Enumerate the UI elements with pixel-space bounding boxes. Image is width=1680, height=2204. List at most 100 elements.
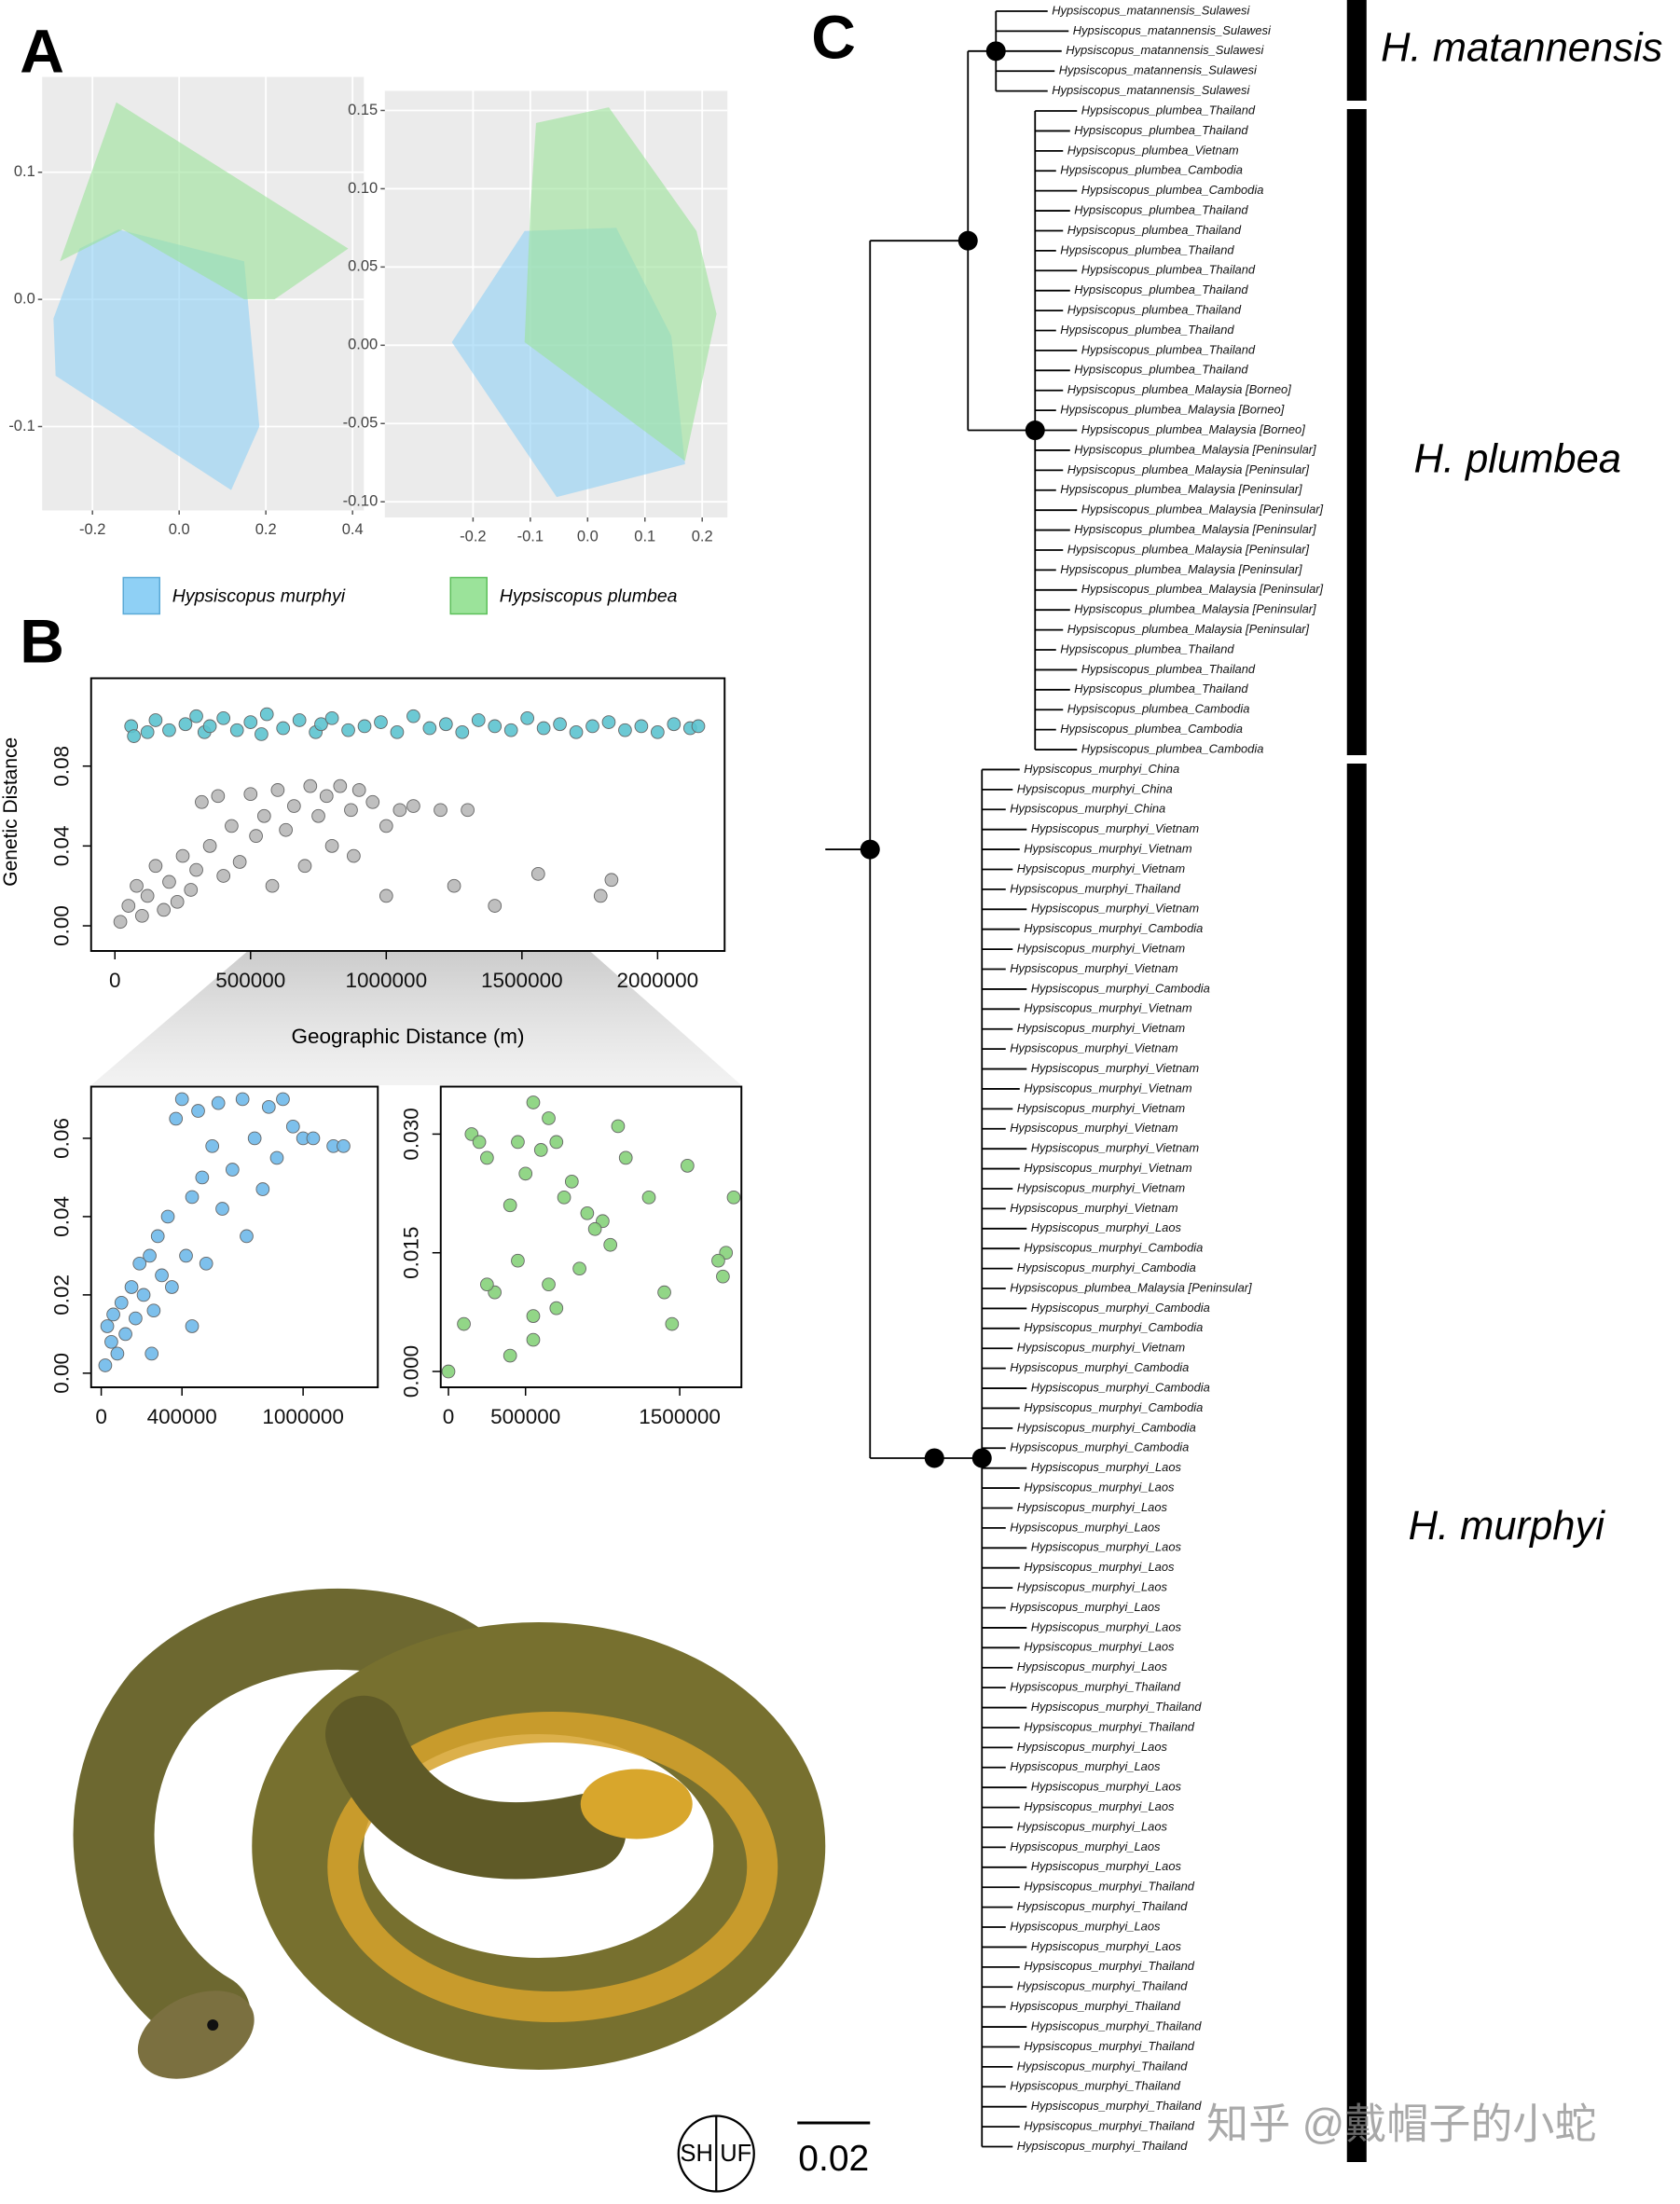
point — [162, 723, 176, 737]
point — [240, 1229, 254, 1244]
tip-label: Hypsiscopus_murphyi_Vietnam — [1017, 1021, 1186, 1035]
point — [136, 1288, 151, 1302]
tip-label: Hypsiscopus_murphyi_Thailand — [1024, 1959, 1195, 1973]
tip-label: Hypsiscopus_plumbea_Thailand — [1081, 662, 1256, 676]
point — [455, 724, 470, 739]
point — [191, 1104, 205, 1118]
point — [472, 1135, 487, 1150]
y-tick-label: 0.00 — [50, 1353, 74, 1394]
point — [140, 724, 155, 739]
hull — [524, 107, 717, 461]
tip-label: Hypsiscopus_murphyi_Thailand — [1017, 2059, 1189, 2073]
point — [572, 1261, 586, 1276]
tip-label: Hypsiscopus_plumbea_Thailand — [1074, 123, 1248, 137]
point — [174, 1092, 189, 1107]
point — [205, 1138, 220, 1153]
clade-bar — [1346, 764, 1367, 2162]
point — [667, 717, 682, 732]
tip-label: Hypsiscopus_murphyi_Vietnam — [1017, 1341, 1186, 1355]
tip-label: Hypsiscopus_matannensis_Sulawesi — [1052, 83, 1250, 97]
point — [711, 1253, 725, 1268]
plot-frame — [90, 1085, 379, 1388]
x-tick-label: 0.2 — [255, 521, 277, 538]
x-tick-label: 1000000 — [345, 969, 427, 992]
point — [232, 855, 247, 869]
tip-label: Hypsiscopus_murphyi_Vietnam — [1024, 1001, 1192, 1015]
tip-label: Hypsiscopus_murphyi_Laos — [1024, 1799, 1175, 1813]
tip-label: Hypsiscopus_murphyi_Thailand — [1024, 1719, 1195, 1733]
clade-label: H. matannensis — [1381, 25, 1662, 70]
point — [542, 1111, 556, 1125]
point — [557, 1190, 571, 1205]
point — [306, 1131, 321, 1146]
point — [129, 1311, 143, 1326]
point — [104, 1334, 118, 1349]
legend-label: Hypsiscopus murphyi — [172, 586, 346, 607]
point — [726, 1190, 741, 1205]
point — [716, 1269, 730, 1284]
tip-label: Hypsiscopus_murphyi_Thailand — [1024, 2039, 1195, 2053]
point — [604, 873, 619, 888]
point — [303, 778, 318, 793]
point — [285, 1119, 300, 1134]
point — [127, 729, 141, 743]
x-tick-label: -0.2 — [79, 521, 105, 538]
point — [618, 1150, 633, 1165]
point — [199, 1256, 213, 1271]
point — [601, 715, 616, 729]
y-tick-label: 0.015 — [400, 1227, 423, 1279]
point — [225, 819, 239, 833]
tip-label: Hypsiscopus_murphyi_Laos — [1010, 1839, 1161, 1853]
tip-label: Hypsiscopus_murphyi_Laos — [1010, 1520, 1161, 1534]
snake-photo — [73, 1588, 826, 2079]
y-tick-label: 0.08 — [50, 746, 74, 787]
support-node — [1025, 420, 1045, 441]
tip-label: Hypsiscopus_murphyi_Laos — [1031, 1220, 1182, 1234]
point — [211, 1095, 226, 1110]
tip-label: Hypsiscopus_murphyi_China — [1010, 802, 1165, 816]
point — [665, 1316, 680, 1331]
point — [526, 1309, 541, 1323]
y-tick-label: 0.030 — [400, 1108, 423, 1160]
x-axis-label: Geographic Distance (m) — [291, 1025, 524, 1048]
point — [162, 875, 176, 889]
tip-label: Hypsiscopus_murphyi_Thailand — [1017, 1899, 1189, 1913]
tip-label: Hypsiscopus_matannensis_Sulawesi — [1052, 3, 1250, 17]
point — [249, 829, 263, 844]
chart: 0 400000 1000000 0.00 0.02 0.04 0.06 — [50, 1085, 379, 1428]
x-tick-label: 1000000 — [262, 1405, 344, 1428]
tip-label: Hypsiscopus_murphyi_Cambodia — [1031, 1301, 1210, 1315]
support-legend: SH UF — [677, 2114, 755, 2193]
point — [178, 717, 193, 732]
point — [511, 1135, 525, 1150]
tip-label: Hypsiscopus_plumbea_Thailand — [1060, 323, 1234, 337]
x-tick-label: 500000 — [215, 969, 285, 992]
clade-bar — [1346, 0, 1367, 101]
point — [503, 1198, 517, 1213]
chart: -0.2 0.0 0.2 0.4 -0.1 0.0 0.1 — [8, 76, 365, 538]
y-tick-label: 0.00 — [348, 337, 378, 353]
tip-label: Hypsiscopus_murphyi_Laos — [1017, 1819, 1168, 1833]
support-node — [985, 41, 1006, 62]
point — [503, 1348, 517, 1363]
tip-label: Hypsiscopus_plumbea_Malaysia [Borneo] — [1060, 403, 1284, 417]
y-tick-label: 0.15 — [348, 102, 378, 118]
point — [611, 1119, 626, 1134]
support-node — [860, 839, 880, 860]
tip-label: Hypsiscopus_plumbea_Malaysia [Peninsular… — [1081, 582, 1324, 596]
tip-label: Hypsiscopus_murphyi_Thailand — [1010, 881, 1181, 895]
tip-label: Hypsiscopus_plumbea_Malaysia [Peninsular… — [1081, 503, 1324, 517]
point — [438, 717, 453, 732]
panel-label: C — [811, 2, 856, 71]
y-tick-label: 0.04 — [50, 1196, 74, 1237]
point — [113, 915, 128, 930]
point — [276, 1092, 290, 1107]
tip-label: Hypsiscopus_murphyi_Vietnam — [1010, 1201, 1178, 1215]
chart: 0 500000 1000000 1500000 2000000 0.00 0.04 0.08… — [0, 677, 726, 1048]
tip-label: Hypsiscopus_murphyi_Thailand — [1024, 2118, 1195, 2132]
tip-label: Hypsiscopus_murphyi_Vietnam — [1024, 841, 1192, 855]
tip-label: Hypsiscopus_murphyi_Thailand — [1031, 2099, 1203, 2113]
y-tick-label: -0.05 — [343, 415, 379, 432]
point — [587, 1221, 602, 1236]
